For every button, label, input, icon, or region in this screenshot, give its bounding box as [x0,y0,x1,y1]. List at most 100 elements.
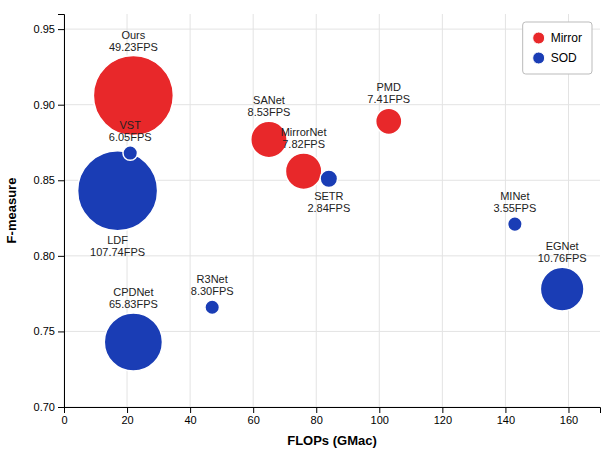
x-tick: 120 [434,407,452,426]
point-label-line: 49.23FPS [109,41,158,53]
point-label: SANet8.53FPS [248,94,291,118]
y-tick: 0.75 [34,325,64,337]
y-tick-mark [58,180,64,181]
x-tick-mark [568,407,569,413]
x-tick-label: 160 [560,414,578,426]
legend-marker [533,52,545,64]
x-tick: 20 [121,407,133,426]
point-label-line: 7.41FPS [367,93,410,105]
bubble [78,151,158,231]
x-tick: 40 [184,407,196,426]
x-tick-label: 20 [121,414,133,426]
x-tick-label: 120 [434,414,452,426]
point-label-line: 3.55FPS [493,202,536,214]
x-tick: 80 [311,407,323,426]
plot-area: 0 20 40 60 80 100 120 140 160 0.70 0.75 0.80 0.85 0.9… [34,14,601,426]
legend-marker [533,32,545,44]
y-axis-title: F-measure [4,178,19,244]
point-label: MINet3.55FPS [493,190,536,214]
point-label: PMD7.41FPS [367,81,410,105]
y-tick-mark [58,105,64,106]
point-label-line: 10.76FPS [538,252,587,264]
point-label-line: 8.30FPS [191,285,234,297]
point-label-line: LDF [107,234,128,246]
y-tick: 0.90 [34,99,64,111]
bubble [540,267,584,311]
x-axis-line [65,408,601,414]
point-label-line: 6.05FPS [109,131,152,143]
point-label: R3Net8.30FPS [191,273,234,297]
y-tick-label: 0.85 [34,174,55,186]
point-label-line: EGNet [546,240,579,252]
x-tick: 60 [248,407,260,426]
y-tick-label: 0.95 [34,23,55,35]
y-tick-mark [58,29,64,30]
bubble [93,56,173,136]
x-tick-label: 80 [311,414,323,426]
legend-item: Mirror [533,31,582,45]
legend-label: SOD [551,51,577,65]
point-label-line: 107.74FPS [90,246,145,258]
x-tick-label: 140 [497,414,515,426]
bubble [376,108,402,134]
x-tick: 140 [497,407,515,426]
x-tick-mark [505,407,506,413]
x-tick-mark [379,407,380,413]
point-label-line: R3Net [197,273,228,285]
point-label-line: 2.84FPS [307,202,350,214]
x-axis: 0 20 40 60 80 100 120 140 160 [61,407,600,426]
x-tick: 160 [560,407,578,426]
y-tick-mark [58,256,64,257]
x-tick-label: 60 [248,414,260,426]
x-tick-mark [190,407,191,413]
bubble [123,146,138,161]
y-tick-mark [58,407,64,408]
point-label: LDF107.74FPS [90,234,145,258]
bubble [205,300,220,315]
x-tick-label: 100 [371,414,389,426]
bubble [508,217,523,232]
grid-line-x [190,14,191,407]
grid [64,14,600,407]
legend-box [523,22,592,74]
point-label-line: SETR [314,190,343,202]
point-label-line: 65.83FPS [109,298,158,310]
point-label: EGNet10.76FPS [538,240,587,264]
point-label-line: 7.82FPS [282,138,325,150]
point-label-line: MirrorNet [281,126,327,138]
y-tick-label: 0.90 [34,99,55,111]
point-label: MirrorNet7.82FPS [281,126,327,150]
y-tick: 0.70 [34,401,64,413]
chart-svg: 0 20 40 60 80 100 120 140 160 0.70 0.75 0.80 0.85 0.9… [0,0,616,455]
x-axis-title: FLOPs (GMac) [287,433,377,448]
point-label-line: CPDNet [113,286,153,298]
x-tick-mark [253,407,254,413]
x-tick-mark [127,407,128,413]
bubbles [78,56,584,371]
point-labels: Ours49.23FPS SANet8.53FPS MirrorNet7.82FPS… [90,29,587,310]
chart-container: 0 20 40 60 80 100 120 140 160 0.70 0.75 0.80 0.85 0.9… [0,0,616,455]
y-axis-line [58,15,65,408]
bubble [320,170,337,187]
point-label-line: Ours [121,29,145,41]
point-label: SETR2.84FPS [307,190,350,214]
grid-line-x [253,14,254,407]
point-label: VST6.05FPS [109,119,152,143]
point-label-line: PMD [377,81,402,93]
point-label: CPDNet65.83FPS [109,286,158,310]
x-tick: 0 [61,407,67,426]
y-tick-label: 0.80 [34,250,55,262]
point-label-line: 8.53FPS [248,106,291,118]
grid-line-x [379,14,380,407]
x-tick-mark [316,407,317,413]
y-tick: 0.80 [34,250,64,262]
x-tick-label: 0 [61,414,67,426]
x-tick: 100 [371,407,389,426]
y-tick-label: 0.75 [34,325,55,337]
y-axis: 0.70 0.75 0.80 0.85 0.90 0.95 [34,15,65,414]
point-label-line: MINet [500,190,529,202]
y-tick-mark [58,331,64,332]
x-tick-label: 40 [184,414,196,426]
y-tick: 0.95 [34,23,64,35]
y-tick-label: 0.70 [34,401,55,413]
